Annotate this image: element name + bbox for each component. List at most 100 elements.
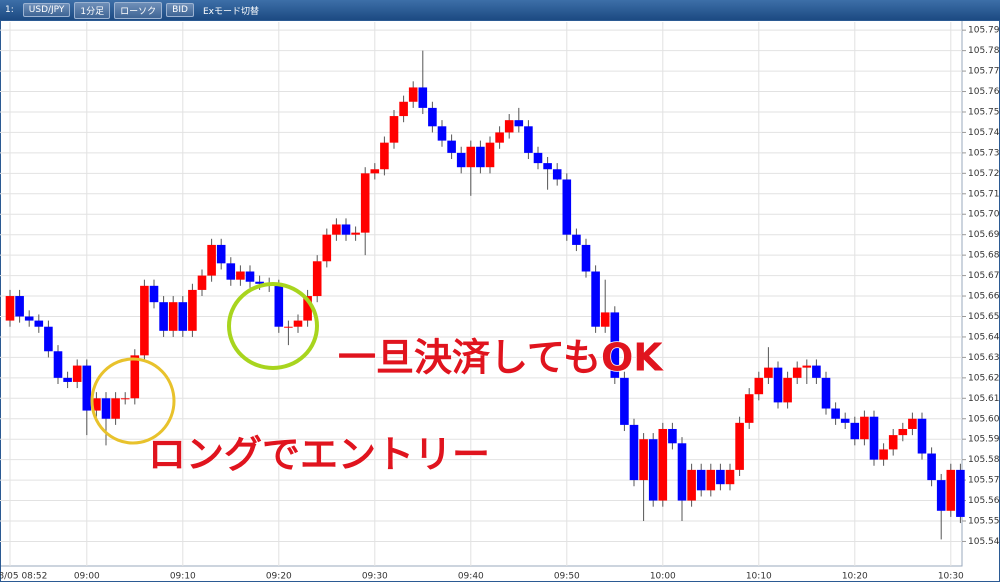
candle-body	[207, 244, 216, 276]
candle-body	[92, 398, 101, 411]
x-tick-label: 08/05 08:52	[0, 572, 47, 582]
y-tick-label: 105.610	[968, 394, 1000, 404]
candle-body	[82, 365, 92, 411]
candle-body	[927, 453, 936, 481]
plot-area	[0, 20, 963, 567]
candle-body	[533, 152, 543, 164]
chart: 105.540 105.550 105.560 105.570 105.580 105.5…	[0, 20, 1000, 582]
side-button[interactable]: BID	[166, 3, 194, 17]
candle-body	[860, 416, 869, 440]
candle-body	[130, 355, 140, 399]
candle-body	[322, 234, 332, 262]
candle-body	[600, 312, 610, 327]
candle-body	[226, 263, 236, 280]
mode-toggle[interactable]: Exモード切替	[202, 6, 259, 17]
highlight-circle	[90, 357, 176, 445]
x-tick-label: 09:30	[362, 572, 388, 582]
candle-body	[293, 320, 303, 327]
x-tick-label: 09:50	[554, 572, 580, 582]
candle-body	[389, 116, 399, 143]
candle-body	[360, 173, 370, 233]
y-tick-label: 105.770	[968, 67, 1000, 77]
candle-body	[658, 428, 668, 501]
y-tick-label: 105.620	[968, 373, 1000, 383]
candle-body	[418, 87, 428, 108]
candle-body	[255, 281, 264, 284]
candle-body	[514, 120, 524, 127]
candle-body	[783, 377, 792, 403]
x-tick-label: 10:30	[938, 572, 964, 582]
y-tick-label: 105.630	[968, 353, 1000, 363]
candle-body	[639, 439, 648, 481]
candle-body	[332, 224, 341, 235]
candle-body	[821, 377, 831, 409]
candle-body	[197, 275, 207, 290]
candle-body	[629, 424, 639, 481]
candle-body	[101, 398, 111, 419]
candle-body	[428, 107, 437, 127]
candle-body	[149, 285, 159, 303]
y-tick-label: 105.660	[968, 292, 1000, 302]
period-button[interactable]: 1分足	[74, 1, 111, 19]
candle-body	[869, 416, 879, 460]
candle-body	[754, 377, 764, 395]
chart-index: 1:	[5, 5, 14, 15]
candle-body	[687, 469, 696, 501]
highlight-circle	[227, 282, 319, 370]
y-tick-label: 105.560	[968, 496, 1000, 506]
candle-body	[341, 224, 351, 235]
candle-body	[188, 289, 197, 331]
candle-body	[15, 296, 24, 317]
candle-body	[735, 422, 744, 470]
candle-body	[946, 469, 956, 511]
candle-body	[888, 435, 898, 450]
candle-body	[504, 120, 514, 133]
candle-body	[274, 285, 284, 327]
candle-body	[245, 271, 255, 282]
candle-body	[812, 365, 821, 378]
candle-body	[63, 377, 72, 382]
candle-body	[591, 271, 600, 327]
candle-body	[744, 394, 754, 423]
candle-body	[648, 439, 658, 501]
candle-body	[764, 367, 773, 378]
candle-body	[447, 140, 456, 153]
candle-body	[802, 365, 812, 368]
x-tick-label: 09:00	[74, 572, 100, 582]
x-tick-label: 09:20	[266, 572, 292, 582]
y-tick-label: 105.550	[968, 517, 1000, 527]
y-tick-label: 105.710	[968, 189, 1000, 199]
y-tick-label: 105.650	[968, 312, 1000, 322]
candle-body	[312, 261, 322, 297]
candle-body	[53, 351, 63, 378]
candle-body	[370, 169, 380, 174]
candle-body	[840, 418, 850, 423]
candle-body	[572, 234, 581, 245]
candle-body	[850, 422, 860, 440]
candle-body	[236, 271, 245, 280]
candle-body	[879, 449, 888, 460]
candle-body	[168, 302, 178, 331]
candle-body	[552, 169, 562, 180]
y-tick-label: 105.740	[968, 128, 1000, 138]
candle-body	[495, 132, 504, 143]
candle-body	[159, 302, 168, 331]
candle-body	[34, 320, 44, 327]
candle-body	[725, 469, 735, 485]
candle-body	[399, 101, 408, 117]
y-tick-label: 105.670	[968, 271, 1000, 281]
style-button[interactable]: ローソク	[114, 1, 163, 19]
candle-body	[284, 326, 293, 328]
y-tick-label: 105.570	[968, 476, 1000, 486]
candle-body	[408, 87, 418, 102]
candle-body	[456, 152, 466, 168]
candle-body	[351, 232, 360, 235]
candle-body	[437, 126, 447, 141]
candle-body	[562, 179, 572, 235]
y-tick-label: 105.580	[968, 455, 1000, 465]
symbol-button[interactable]: USD/JPY	[22, 3, 71, 17]
annotation: 一旦決済してもOK	[338, 336, 664, 380]
y-tick-label: 105.700	[968, 210, 1000, 220]
annotation: ロングでエントリー	[148, 433, 490, 477]
candle-body	[706, 469, 716, 491]
